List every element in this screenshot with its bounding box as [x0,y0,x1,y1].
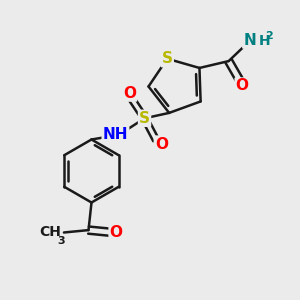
Text: H: H [259,34,270,48]
Text: O: O [123,85,136,100]
Text: 3: 3 [58,236,65,246]
Text: S: S [139,111,150,126]
Text: N: N [243,33,256,48]
Text: O: O [155,136,168,152]
Text: NH: NH [103,127,128,142]
Text: S: S [162,51,173,66]
Text: 2: 2 [265,31,272,41]
Text: O: O [110,225,123,240]
Text: O: O [236,79,249,94]
Text: CH: CH [40,226,62,239]
